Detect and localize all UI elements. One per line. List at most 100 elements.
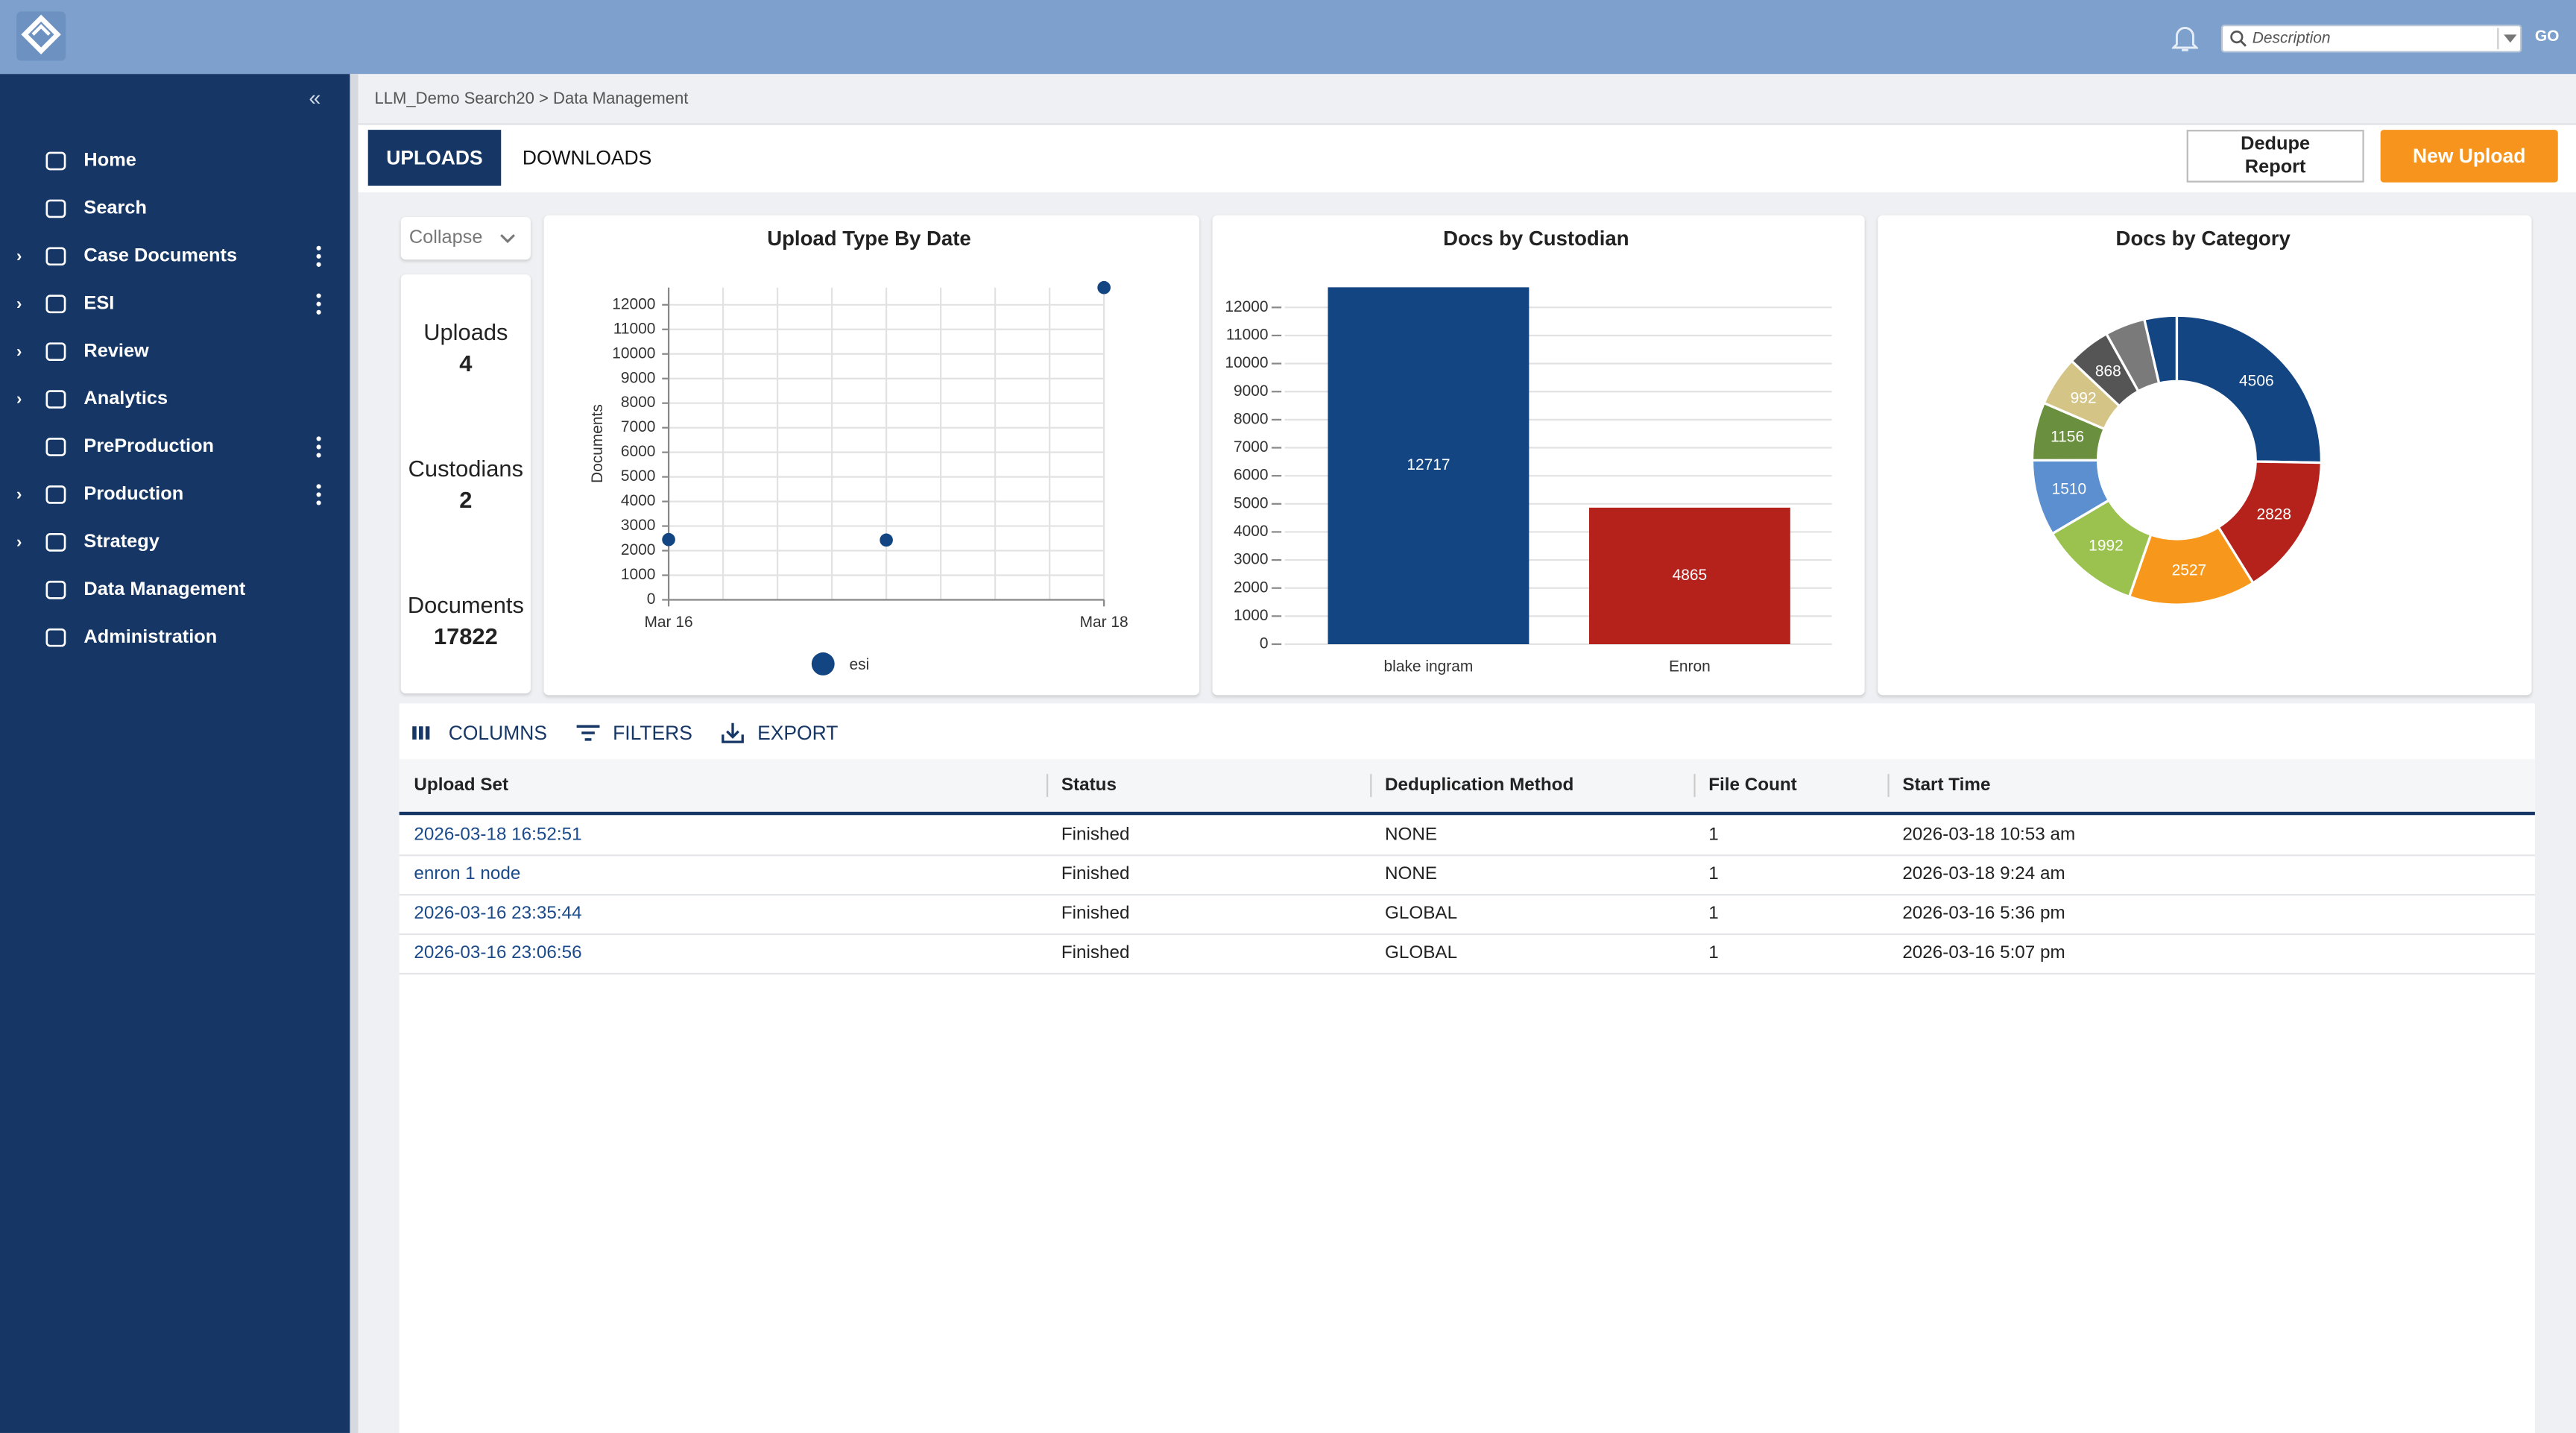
slice-label: 992 xyxy=(2071,389,2097,406)
scatter-point xyxy=(662,532,675,547)
nav-item[interactable]: › Case Documents xyxy=(0,235,350,277)
nav-item[interactable]: Administration xyxy=(0,617,350,659)
kebab-menu[interactable] xyxy=(315,483,322,506)
slice-label: 1992 xyxy=(2089,538,2124,555)
stat-label: Uploads xyxy=(423,318,508,345)
y-tick-label: 12000 xyxy=(1225,298,1268,315)
nav-icon xyxy=(45,151,66,171)
icon-shape xyxy=(45,580,66,599)
slice-label: 4506 xyxy=(2239,373,2274,390)
dedupe-report-button[interactable]: Dedupe Report xyxy=(2186,130,2364,183)
y-tick-label: 3000 xyxy=(621,517,656,534)
toolbar-icon xyxy=(722,722,744,743)
nav-item[interactable]: Data Management xyxy=(0,569,350,611)
nav-icon xyxy=(45,485,66,504)
table-cell: NONE xyxy=(1385,864,1438,884)
x-tick-label: blake ingram xyxy=(1384,658,1474,675)
nav-item[interactable]: › Strategy xyxy=(0,521,350,564)
upload-set-link[interactable]: 2026-03-18 16:52:51 xyxy=(414,825,582,845)
table-cell: 1 xyxy=(1708,943,1719,963)
dot xyxy=(316,500,321,506)
upload-set-link[interactable]: enron 1 node xyxy=(414,864,521,884)
expand-chevron: › xyxy=(16,390,22,409)
nav-label: Administration xyxy=(83,627,218,648)
bar xyxy=(1328,287,1530,644)
tab-uploads[interactable]: UPLOADS xyxy=(367,130,502,186)
nav-label: Data Management xyxy=(83,580,246,600)
dot xyxy=(316,484,321,489)
y-tick-label: 10000 xyxy=(1225,354,1268,371)
nav-label: Search xyxy=(83,198,147,219)
dot xyxy=(316,262,321,267)
table-row: enron 1 node Finished NONE 1 2026-03-18 9:24… xyxy=(399,854,2535,896)
y-tick-label: 11000 xyxy=(1226,327,1269,344)
nav-icon xyxy=(45,438,66,456)
icon-shape xyxy=(45,342,66,362)
bar-icon xyxy=(419,726,423,740)
y-tick-label: 9000 xyxy=(1234,382,1269,400)
export-button[interactable]: EXPORT xyxy=(719,719,838,746)
kebab-menu[interactable] xyxy=(315,435,322,459)
nav-item[interactable]: › Production xyxy=(0,473,350,516)
divider xyxy=(2497,28,2499,50)
collapse-sidebar[interactable]: « xyxy=(309,85,321,110)
nav-icon xyxy=(45,342,66,362)
columns-button[interactable]: COLUMNS xyxy=(411,719,547,746)
kebab-menu[interactable] xyxy=(315,292,322,315)
y-tick-label: 6000 xyxy=(1234,467,1269,484)
kebab-menu[interactable] xyxy=(315,245,322,268)
logo[interactable] xyxy=(15,10,68,63)
go-button[interactable]: GO xyxy=(2534,28,2560,46)
icon-shape xyxy=(45,199,66,218)
tab-downloads[interactable]: DOWNLOADS xyxy=(522,146,652,170)
dot xyxy=(316,309,321,315)
expand-chevron: › xyxy=(16,485,22,504)
nav-item[interactable]: › Analytics xyxy=(0,378,350,421)
top-bar: Description GO xyxy=(0,0,2576,75)
toolbar-icon xyxy=(412,726,430,740)
bar-value-label: 12717 xyxy=(1407,456,1450,473)
upload-set-link[interactable]: 2026-03-16 23:06:56 xyxy=(414,943,582,963)
nav-item[interactable]: Home xyxy=(0,139,350,182)
dot xyxy=(316,301,321,306)
table-cell: Finished xyxy=(1061,904,1130,924)
chart: Upload Type By Date Documents 0 1000 2000 300… xyxy=(589,227,1128,675)
collapse-dropdown[interactable]: Collapse xyxy=(400,216,531,260)
nav-item[interactable]: › Review xyxy=(0,330,350,373)
slice-label: 2527 xyxy=(2172,562,2207,579)
slice-label: 1510 xyxy=(2052,480,2087,497)
y-tick-label: 5000 xyxy=(1234,494,1269,511)
nav-item[interactable]: Search xyxy=(0,187,350,230)
new-upload-button[interactable]: New Upload xyxy=(2380,130,2558,183)
search-box[interactable]: Description xyxy=(2220,25,2522,53)
chevron-down xyxy=(500,234,515,244)
nav-icon xyxy=(45,580,66,599)
breadcrumb: LLM_Demo Search20 > Data Management xyxy=(374,90,689,109)
nav-item[interactable]: PreProduction xyxy=(0,426,350,468)
dot xyxy=(316,293,321,298)
table-row: 2026-03-16 23:35:44 Finished GLOBAL 1 2026-0… xyxy=(399,894,2535,936)
column-separator xyxy=(1693,774,1696,797)
table-cell: 2026-03-16 5:36 pm xyxy=(1902,904,2065,924)
upload-set-link[interactable]: 2026-03-16 23:35:44 xyxy=(414,904,582,924)
nav-label: Home xyxy=(83,151,136,171)
filters-button[interactable]: FILTERS xyxy=(575,719,692,746)
y-tick-label: 4000 xyxy=(1234,523,1269,540)
stat-value: 2 xyxy=(459,486,473,513)
search-icon xyxy=(2230,30,2247,47)
nav-label: PreProduction xyxy=(83,437,215,457)
y-tick-label: 12000 xyxy=(612,295,655,312)
table-cell: 2026-03-16 5:07 pm xyxy=(1902,943,2065,963)
y-tick-label: 8000 xyxy=(1234,410,1269,427)
expand-chevron: › xyxy=(16,295,22,313)
notification-bell[interactable] xyxy=(2171,23,2199,53)
stat-label: Documents xyxy=(407,591,524,618)
x-tick-label: Mar 18 xyxy=(1080,614,1128,631)
slice-label: 868 xyxy=(2095,362,2121,379)
x-tick-label: Mar 16 xyxy=(644,614,692,631)
nav-item[interactable]: › ESI xyxy=(0,283,350,325)
nav-label: Analytics xyxy=(83,389,168,409)
nav-icon xyxy=(45,533,66,552)
expand-chevron: › xyxy=(16,342,22,361)
